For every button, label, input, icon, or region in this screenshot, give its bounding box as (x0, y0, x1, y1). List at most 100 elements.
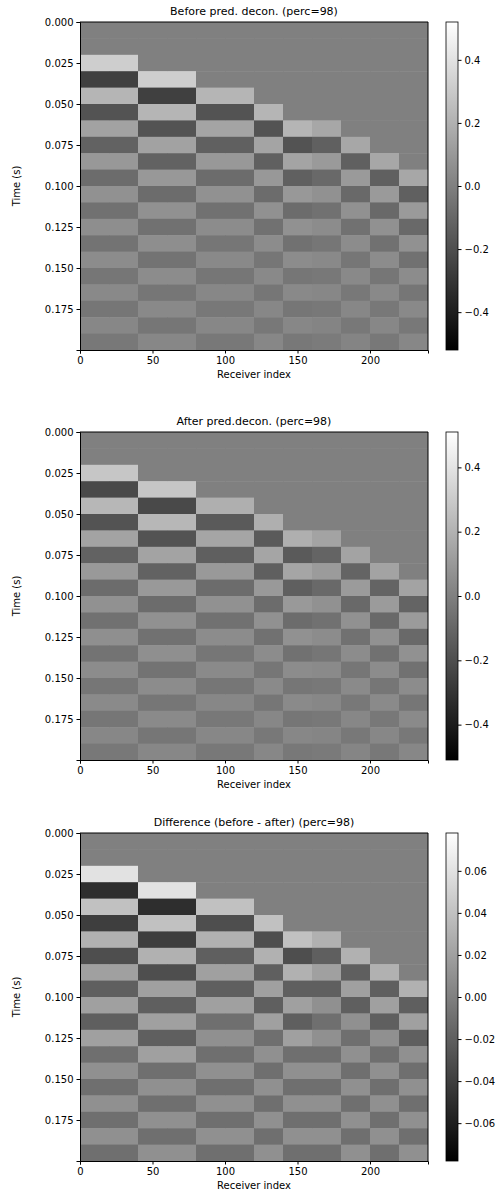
cell (80, 744, 110, 760)
tick: 0.075 (45, 550, 80, 561)
cell (167, 104, 197, 121)
cell (80, 88, 110, 105)
tick-mark (77, 268, 81, 269)
cell (80, 514, 110, 531)
cell (167, 120, 197, 137)
cell (167, 1112, 197, 1129)
cell (196, 964, 226, 981)
cell (138, 1079, 168, 1096)
cell (80, 1063, 110, 1080)
cell (254, 317, 284, 334)
tick: 0.0 (458, 181, 480, 192)
cell (138, 1013, 168, 1030)
tick: 0.050 (45, 509, 80, 520)
cell (341, 219, 371, 236)
cell (399, 915, 428, 932)
cell (283, 629, 313, 646)
cell (167, 662, 197, 679)
cell (341, 1030, 371, 1047)
cell (80, 71, 110, 88)
cell (196, 334, 226, 350)
cell (80, 235, 110, 252)
cell (254, 448, 284, 465)
cell (80, 1046, 110, 1063)
cell (167, 153, 197, 170)
cell (312, 866, 342, 883)
cell (370, 170, 400, 187)
cell (370, 744, 400, 760)
cell (138, 964, 168, 981)
cell (80, 219, 110, 236)
tick-label: 0.2 (465, 118, 481, 129)
cell (254, 964, 284, 981)
cell (196, 498, 226, 515)
cell (196, 432, 226, 449)
cell (138, 284, 168, 301)
cell (341, 301, 371, 318)
tick: 0.4 (458, 55, 480, 66)
cell (283, 964, 313, 981)
cell (254, 137, 284, 154)
cell (225, 645, 255, 662)
cell (167, 563, 197, 580)
cell (341, 1063, 371, 1080)
cell (370, 38, 400, 55)
cell (167, 931, 197, 948)
cell (254, 629, 284, 646)
cell (370, 931, 400, 948)
cell (196, 915, 226, 932)
cell (254, 334, 284, 350)
cell (109, 22, 139, 39)
axis-line (81, 1162, 429, 1165)
cell (225, 1030, 255, 1047)
cell (225, 301, 255, 318)
cell (312, 137, 342, 154)
cell (225, 137, 255, 154)
axis-line (81, 761, 429, 764)
cell (254, 915, 284, 932)
cell (138, 1063, 168, 1080)
cell (196, 694, 226, 711)
tick-label: 100 (216, 355, 235, 366)
cell (370, 153, 400, 170)
cell (341, 153, 371, 170)
cell (254, 711, 284, 728)
cell (225, 219, 255, 236)
cell (196, 120, 226, 137)
cell (370, 219, 400, 236)
cell (399, 498, 428, 515)
cell (254, 849, 284, 866)
cell (109, 71, 139, 88)
cell (167, 596, 197, 613)
tick-label: 0.4 (465, 55, 481, 66)
tick: 0.150 (45, 1074, 80, 1085)
cell (196, 612, 226, 629)
cell (370, 55, 400, 72)
cell (399, 849, 428, 866)
cell (109, 268, 139, 285)
cell (399, 202, 428, 219)
cell (312, 334, 342, 350)
cell (312, 170, 342, 187)
cell (254, 104, 284, 121)
cell (138, 235, 168, 252)
cell (80, 38, 110, 55)
tick-label: −0.2 (465, 655, 489, 666)
cell (254, 498, 284, 515)
cell (138, 547, 168, 564)
cell (341, 882, 371, 899)
tick: 0.100 (45, 181, 80, 192)
cell (283, 580, 313, 597)
cell (196, 849, 226, 866)
tick: −0.06 (458, 1118, 495, 1129)
tick: 0.100 (45, 591, 80, 602)
cell (399, 931, 428, 948)
cell (196, 899, 226, 916)
cell (109, 744, 139, 760)
tick: 0.025 (45, 869, 80, 880)
tick: 0.075 (45, 140, 80, 151)
cell (312, 1145, 342, 1161)
cell (225, 530, 255, 547)
cell (341, 1095, 371, 1112)
cell (399, 1112, 428, 1129)
